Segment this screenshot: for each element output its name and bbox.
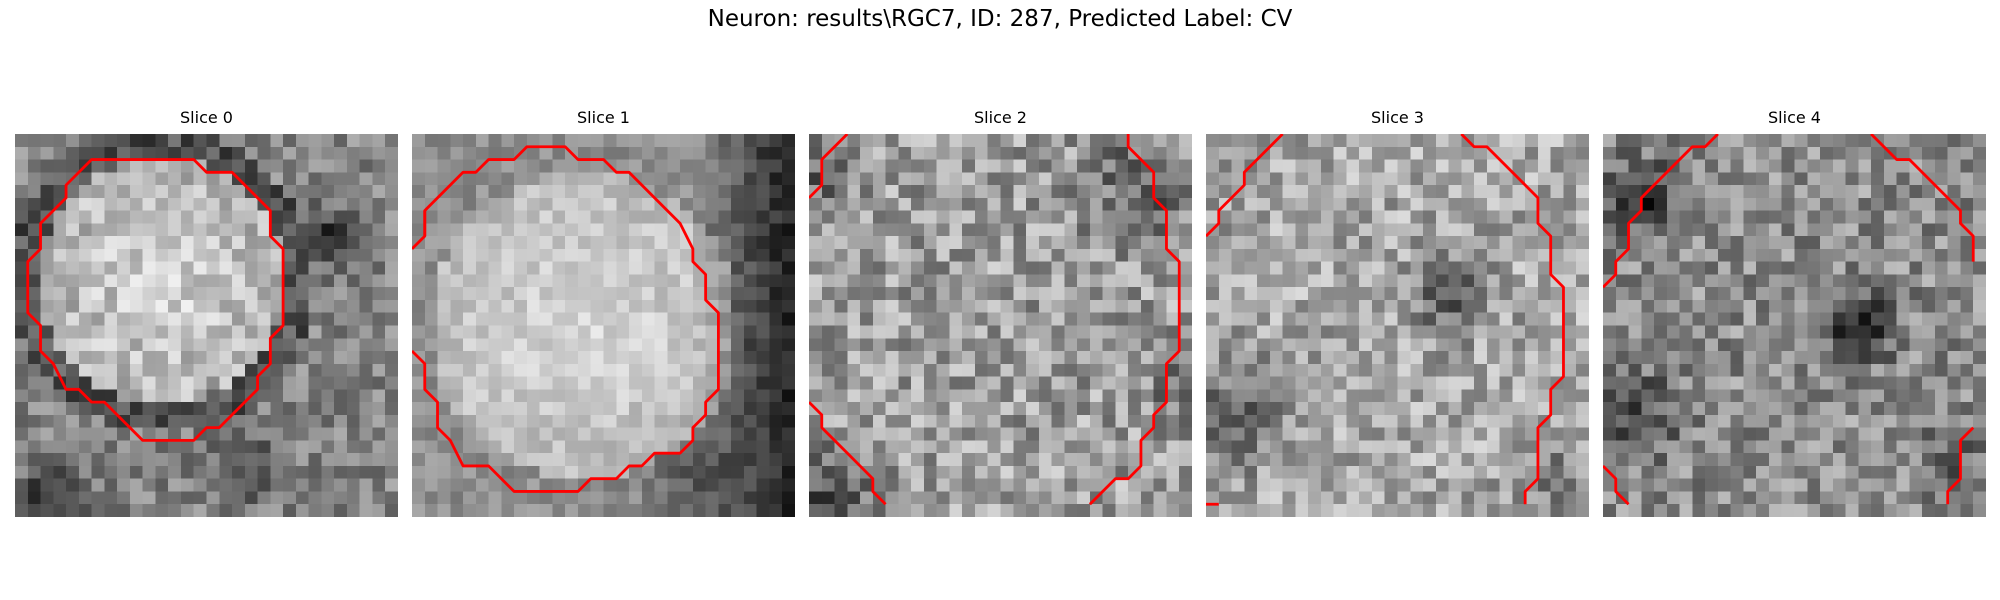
- segmentation-contour: [1603, 134, 1719, 289]
- segmentation-contour: [1206, 134, 1284, 238]
- pixel-grid: [809, 134, 1192, 517]
- slice-title: Slice 0: [180, 108, 233, 127]
- segmentation-contour: [809, 401, 887, 506]
- slice-title: Slice 2: [974, 108, 1027, 127]
- pixel-grid: [1603, 134, 1986, 517]
- slice-image-2: [809, 134, 1192, 517]
- slice-title: Slice 4: [1768, 108, 1821, 127]
- segmentation-contour: [1460, 134, 1565, 505]
- pixel-grid: [412, 134, 795, 517]
- slice-title: Slice 1: [577, 108, 630, 127]
- slice-image-3: [1206, 134, 1589, 517]
- slice-image-0: [15, 134, 398, 517]
- slice-title: Slice 3: [1371, 108, 1424, 127]
- figure-title: Neuron: results\RGC7, ID: 287, Predicted…: [707, 6, 1293, 32]
- segmentation-contour: [809, 134, 849, 199]
- segmentation-contour: [1946, 426, 1975, 505]
- segmentation-contour: [1088, 134, 1181, 506]
- pixel-grid: [15, 134, 398, 517]
- slice-image-4: [1603, 134, 1986, 517]
- segmentation-contour: [1870, 134, 1975, 262]
- slice-image-1: [412, 134, 795, 517]
- segmentation-contour: [1603, 464, 1630, 506]
- segmentation-contour: [26, 158, 285, 442]
- segmentation-contour: [412, 145, 720, 493]
